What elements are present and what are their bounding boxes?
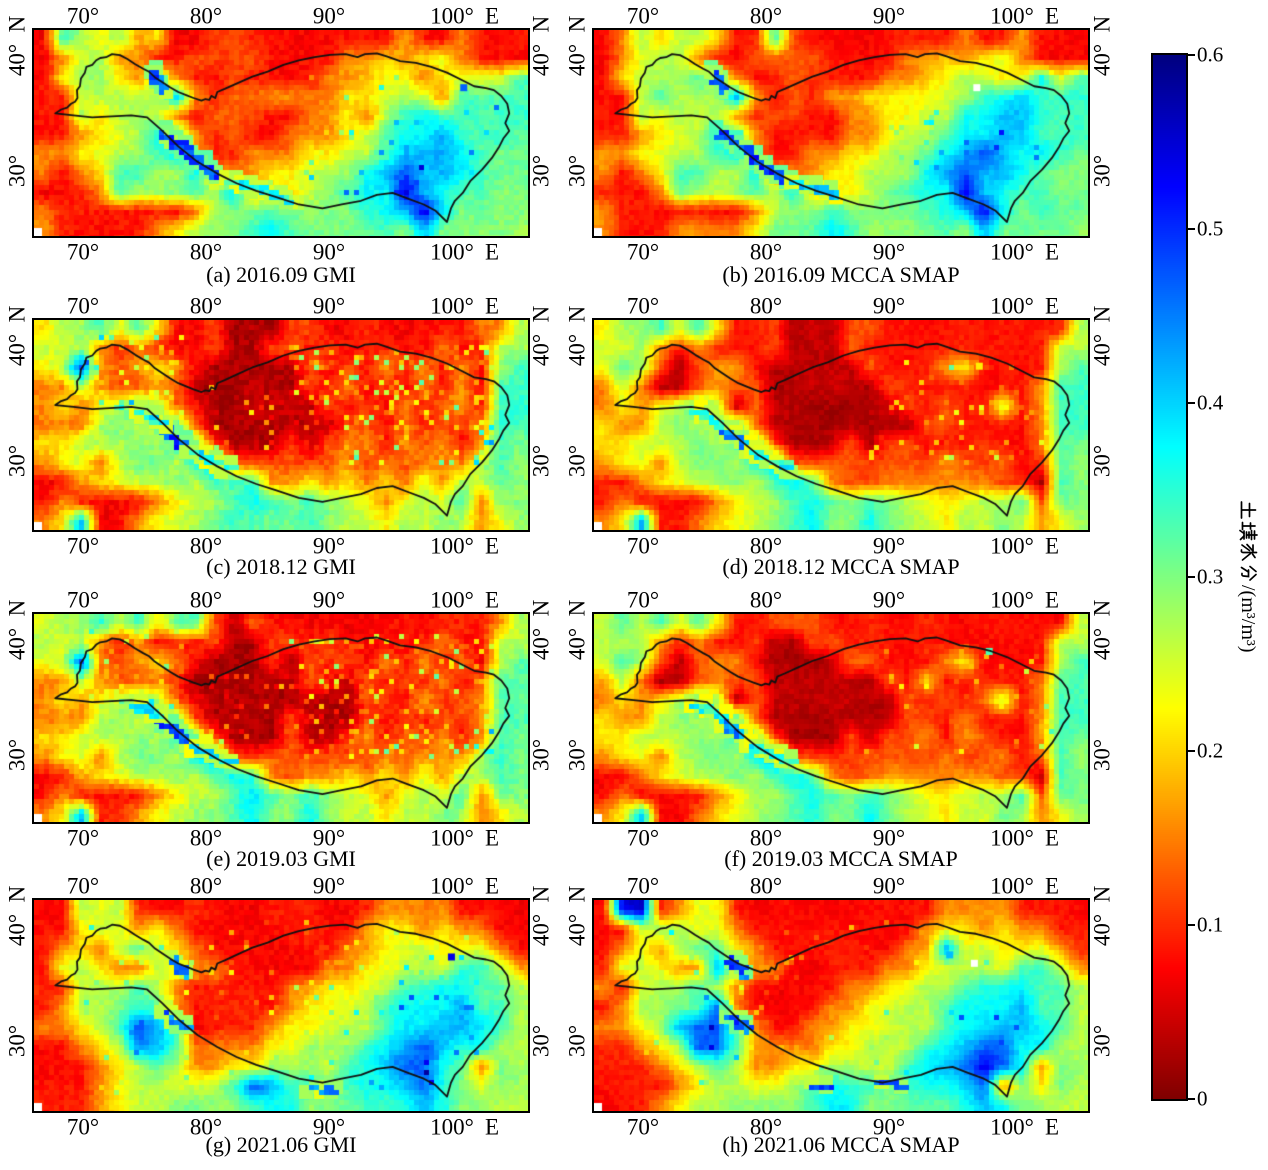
svg-text:/(m³/m³): /(m³/m³) — [1237, 585, 1259, 653]
